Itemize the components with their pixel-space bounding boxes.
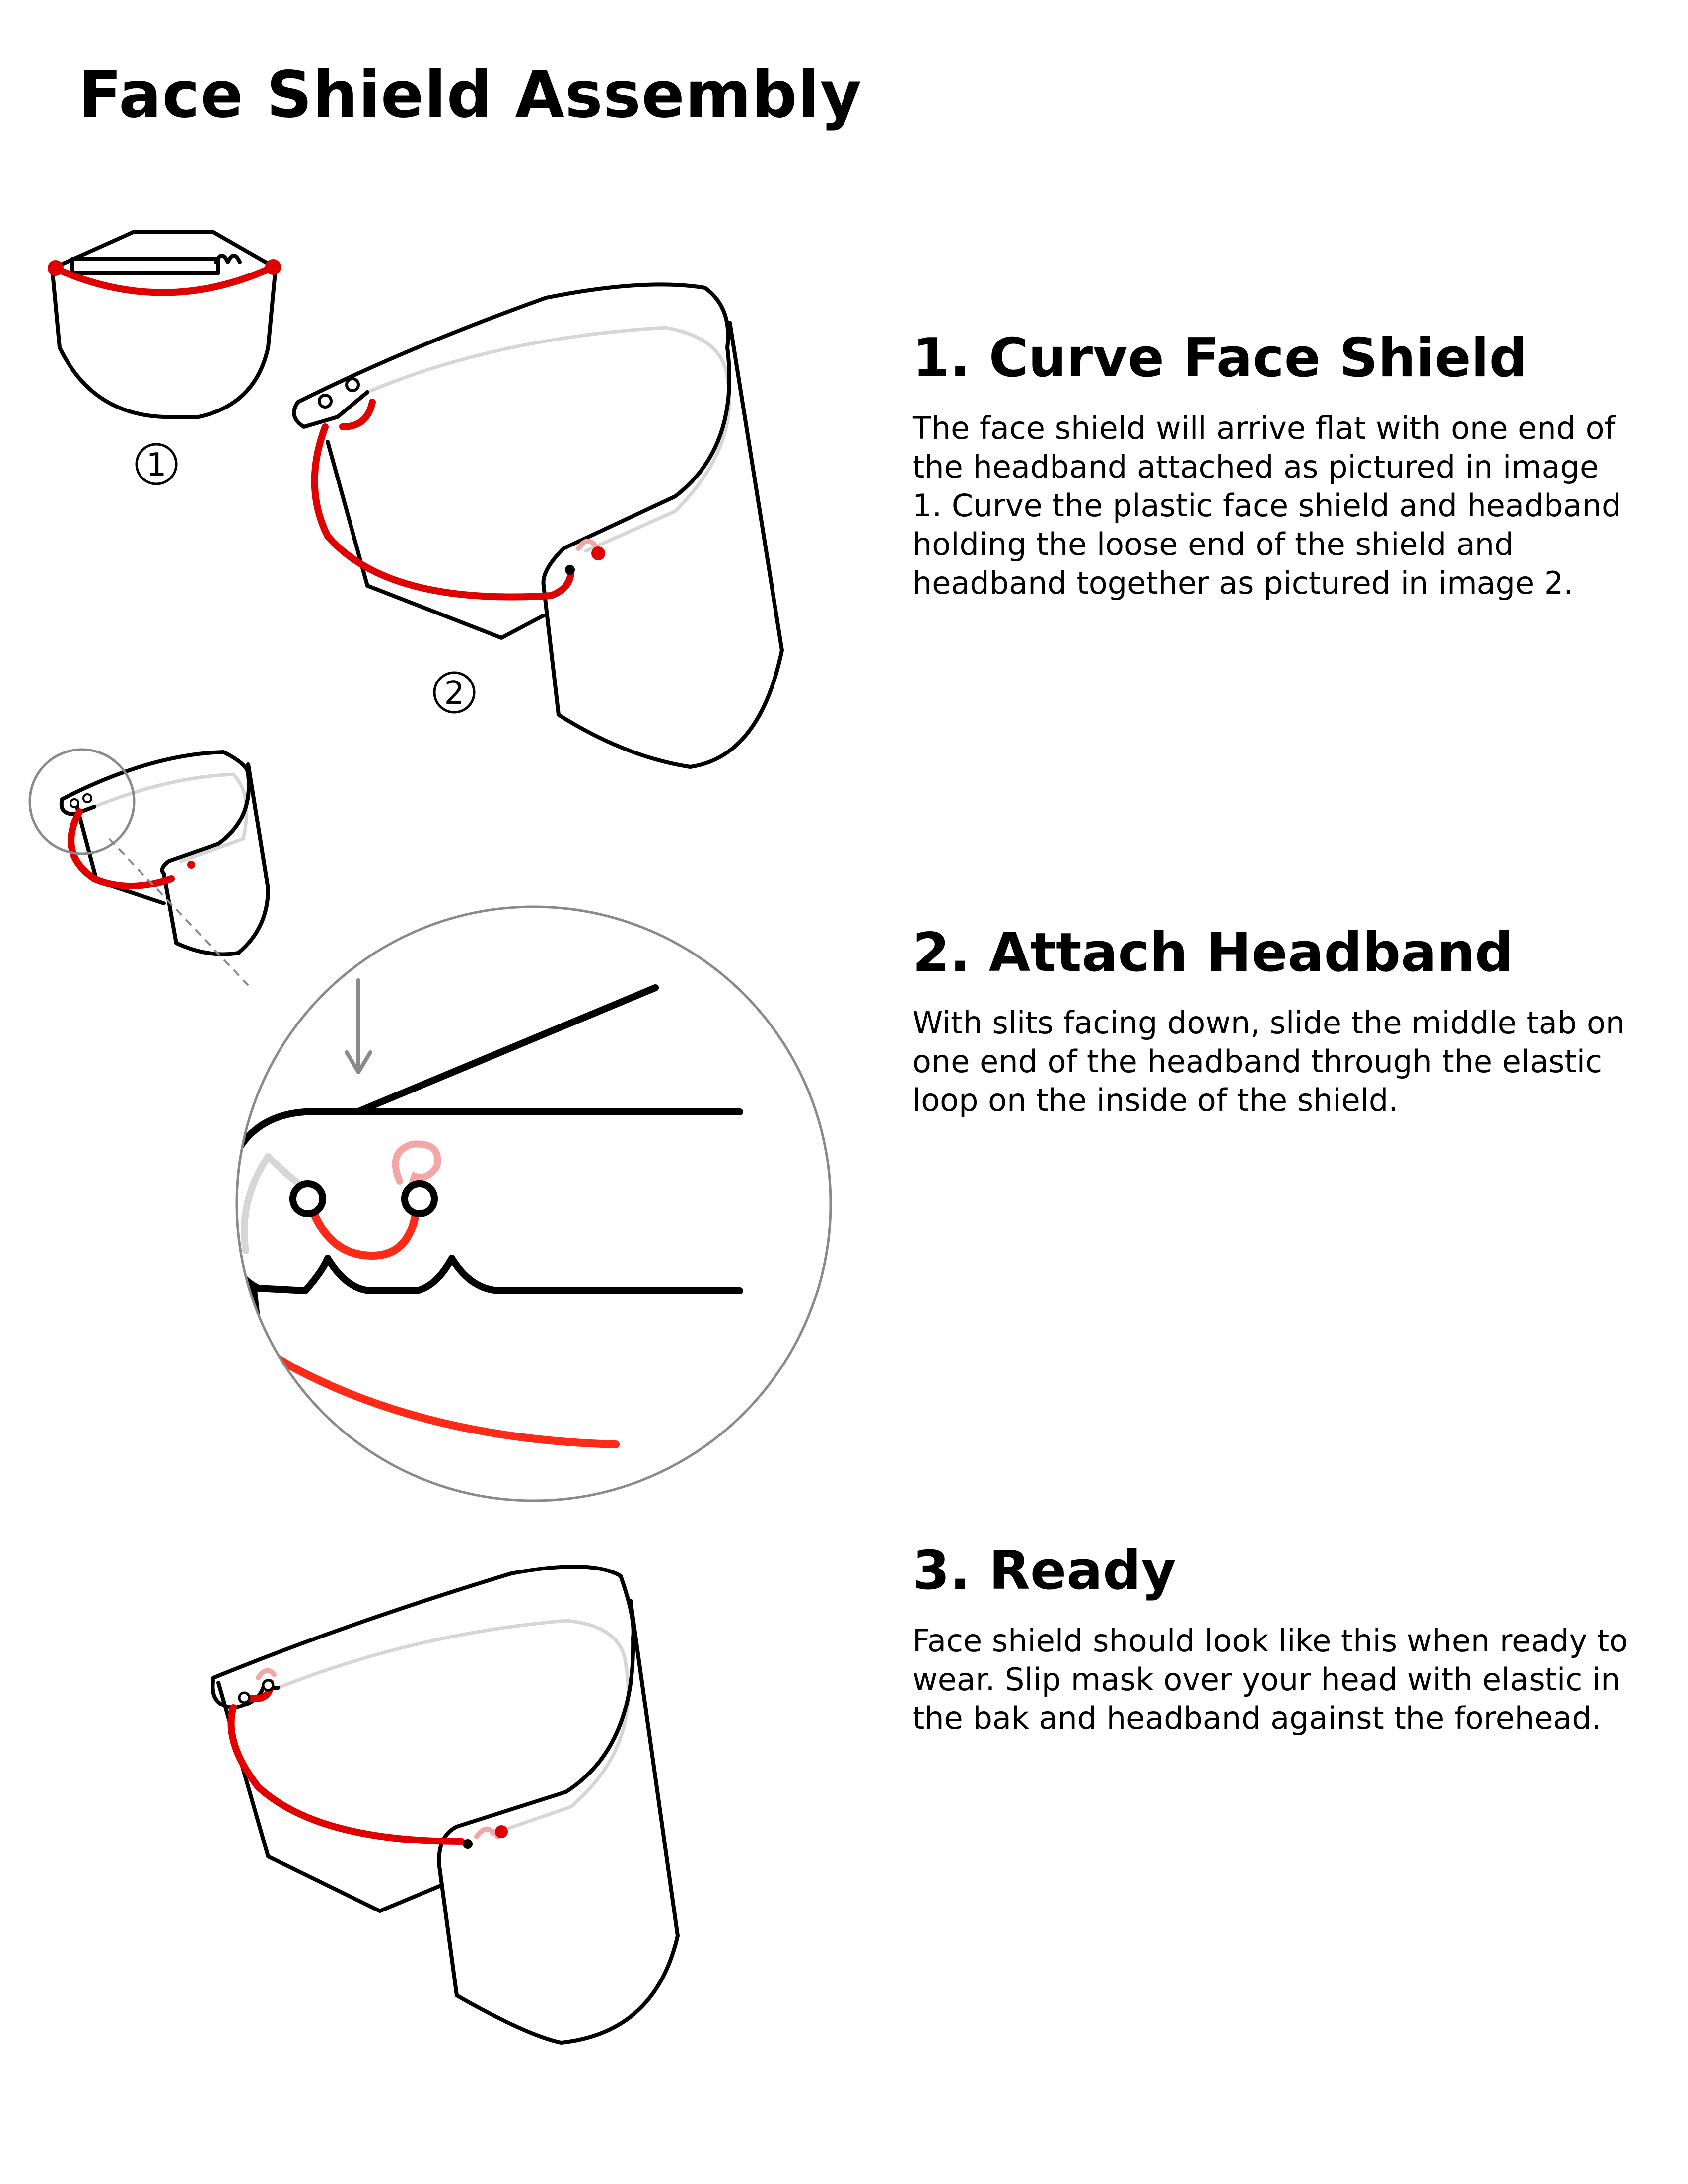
flat-headband: [54, 230, 276, 269]
step-heading: 2. Attach Headband: [913, 922, 1514, 984]
image-1-label: 1: [146, 447, 167, 483]
flat-face-shield-drawing: 1: [48, 230, 281, 485]
detail-elastic-band: [237, 1154, 620, 1448]
headband-hole: [238, 1691, 251, 1704]
headband-hole: [70, 798, 79, 808]
eyelet-dot: [565, 565, 575, 575]
eyelet-dot: [463, 1839, 473, 1849]
detail-headband-slit: [289, 1180, 326, 1217]
down-arrow-icon: [345, 978, 372, 1074]
headband-hole: [262, 1679, 275, 1692]
ready-headband-inner: [276, 1619, 630, 1836]
detail-headband-slit: [401, 1180, 438, 1217]
image-1-badge: [135, 443, 178, 485]
step-ready: 3. Ready Face shield should look like th…: [913, 1543, 1632, 1738]
image-2-badge: [433, 671, 476, 714]
shield-panel-front: [542, 321, 784, 769]
headband-outer: [296, 282, 732, 588]
step-attach-headband: 2. Attach Headband With slits facing dow…: [913, 925, 1632, 1120]
flat-headband-tab: [214, 254, 242, 264]
callout-leader-line: [108, 838, 249, 986]
headband-hole: [82, 793, 92, 803]
page-title: Face Shield Assembly: [78, 58, 862, 132]
step-description: Face shield should look like this when r…: [913, 1623, 1628, 1737]
detail-headband-top-edge: [354, 984, 659, 1115]
elastic-knot: [495, 1825, 508, 1838]
ready-face-shield-drawing: [211, 1565, 680, 2045]
headband-end-left: [292, 390, 369, 429]
detail-callout-circle: [28, 748, 136, 855]
shield-panel-left: [326, 440, 546, 640]
step-heading: 3. Ready: [913, 1540, 1176, 1602]
ready-shield-panel-front: [437, 1599, 680, 2045]
small-headband-inner: [92, 772, 249, 863]
elastic-band: [311, 423, 574, 601]
elastic-knot: [265, 259, 281, 275]
elastic-knot: [187, 861, 195, 869]
detail-elastic-loop: [306, 1200, 421, 1260]
elastic-knot: [48, 260, 64, 276]
detail-headband-outline: [237, 1108, 743, 1294]
elastic-knot: [591, 546, 605, 560]
image-2-label: 2: [444, 675, 465, 712]
small-shield-drawing: [28, 748, 270, 986]
headband-detail-zoom: [235, 905, 832, 1502]
flat-headband-slot: [70, 257, 220, 275]
step-heading: 1. Curve Face Shield: [913, 327, 1528, 389]
step-description: The face shield will arrive flat with on…: [913, 410, 1621, 602]
step-curve-face-shield: 1. Curve Face Shield The face shield wil…: [913, 330, 1632, 603]
flat-elastic: [51, 264, 277, 296]
elastic-loop-hidden: [576, 539, 600, 551]
ready-headband-outer: [211, 1565, 635, 1868]
small-elastic-band: [68, 808, 175, 889]
headband-hole: [345, 377, 360, 392]
curved-face-shield-drawing: 2: [292, 282, 784, 769]
headband-hole: [318, 394, 333, 409]
ready-shield-panel-left: [216, 1681, 441, 1913]
flat-shield-outline: [50, 266, 278, 419]
step-description: With slits facing down, slide the middle…: [913, 1005, 1625, 1119]
elastic-loop-end: [339, 399, 376, 430]
zoom-circle: [235, 905, 832, 1502]
small-headband-outer: [60, 750, 251, 876]
ready-elastic-band: [227, 1704, 465, 1845]
headband-inner: [365, 326, 731, 553]
